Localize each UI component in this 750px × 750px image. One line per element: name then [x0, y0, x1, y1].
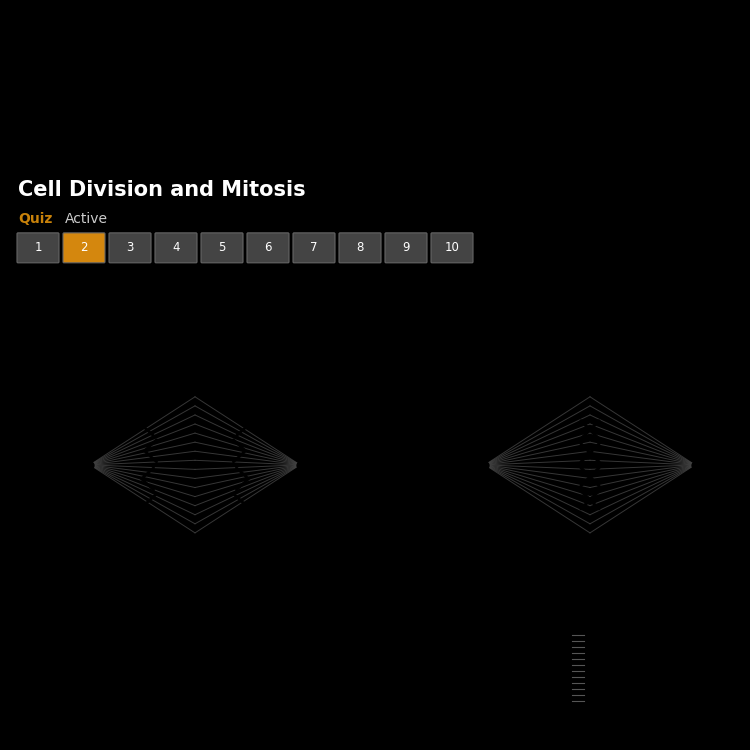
- Text: Quiz: Quiz: [18, 212, 53, 226]
- FancyBboxPatch shape: [17, 232, 59, 262]
- Text: a.: a.: [18, 338, 32, 352]
- FancyBboxPatch shape: [201, 232, 243, 262]
- FancyBboxPatch shape: [293, 232, 335, 262]
- Text: 5: 5: [218, 242, 226, 254]
- Text: 1: 1: [34, 242, 42, 254]
- FancyBboxPatch shape: [247, 232, 289, 262]
- FancyBboxPatch shape: [109, 232, 151, 262]
- Text: Active: Active: [65, 212, 108, 226]
- Text: c.: c.: [430, 338, 443, 352]
- FancyBboxPatch shape: [385, 232, 427, 262]
- FancyBboxPatch shape: [155, 232, 197, 262]
- FancyBboxPatch shape: [431, 232, 473, 262]
- Text: 7: 7: [310, 242, 318, 254]
- Text: 6: 6: [264, 242, 272, 254]
- Text: 9: 9: [402, 242, 410, 254]
- Text: Cell Division and Mitosis: Cell Division and Mitosis: [18, 180, 306, 200]
- FancyBboxPatch shape: [63, 232, 105, 262]
- FancyBboxPatch shape: [339, 232, 381, 262]
- Text: 3: 3: [126, 242, 134, 254]
- Text: 4: 4: [172, 242, 180, 254]
- Text: 2: 2: [80, 242, 88, 254]
- Text: d.: d.: [430, 553, 445, 568]
- Text: Which diagram illustrates prophase?: Which diagram illustrates prophase?: [18, 328, 298, 343]
- Text: Please select the best answer from the choices provided: Please select the best answer from the c…: [18, 725, 396, 738]
- Text: 10: 10: [445, 242, 460, 254]
- Text: b.: b.: [18, 553, 33, 568]
- Text: 8: 8: [356, 242, 364, 254]
